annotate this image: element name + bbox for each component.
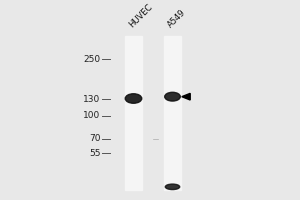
Polygon shape: [182, 93, 190, 100]
Ellipse shape: [125, 94, 142, 103]
Bar: [164, 36, 181, 190]
Ellipse shape: [165, 184, 180, 190]
Text: 70: 70: [89, 134, 100, 143]
Text: A549: A549: [166, 7, 188, 29]
Text: HUVEC: HUVEC: [127, 2, 154, 29]
Text: 55: 55: [89, 149, 100, 158]
Text: 130: 130: [83, 95, 100, 104]
Text: 250: 250: [83, 55, 100, 64]
Bar: [125, 36, 142, 190]
Ellipse shape: [165, 92, 180, 101]
Text: 100: 100: [83, 111, 100, 120]
